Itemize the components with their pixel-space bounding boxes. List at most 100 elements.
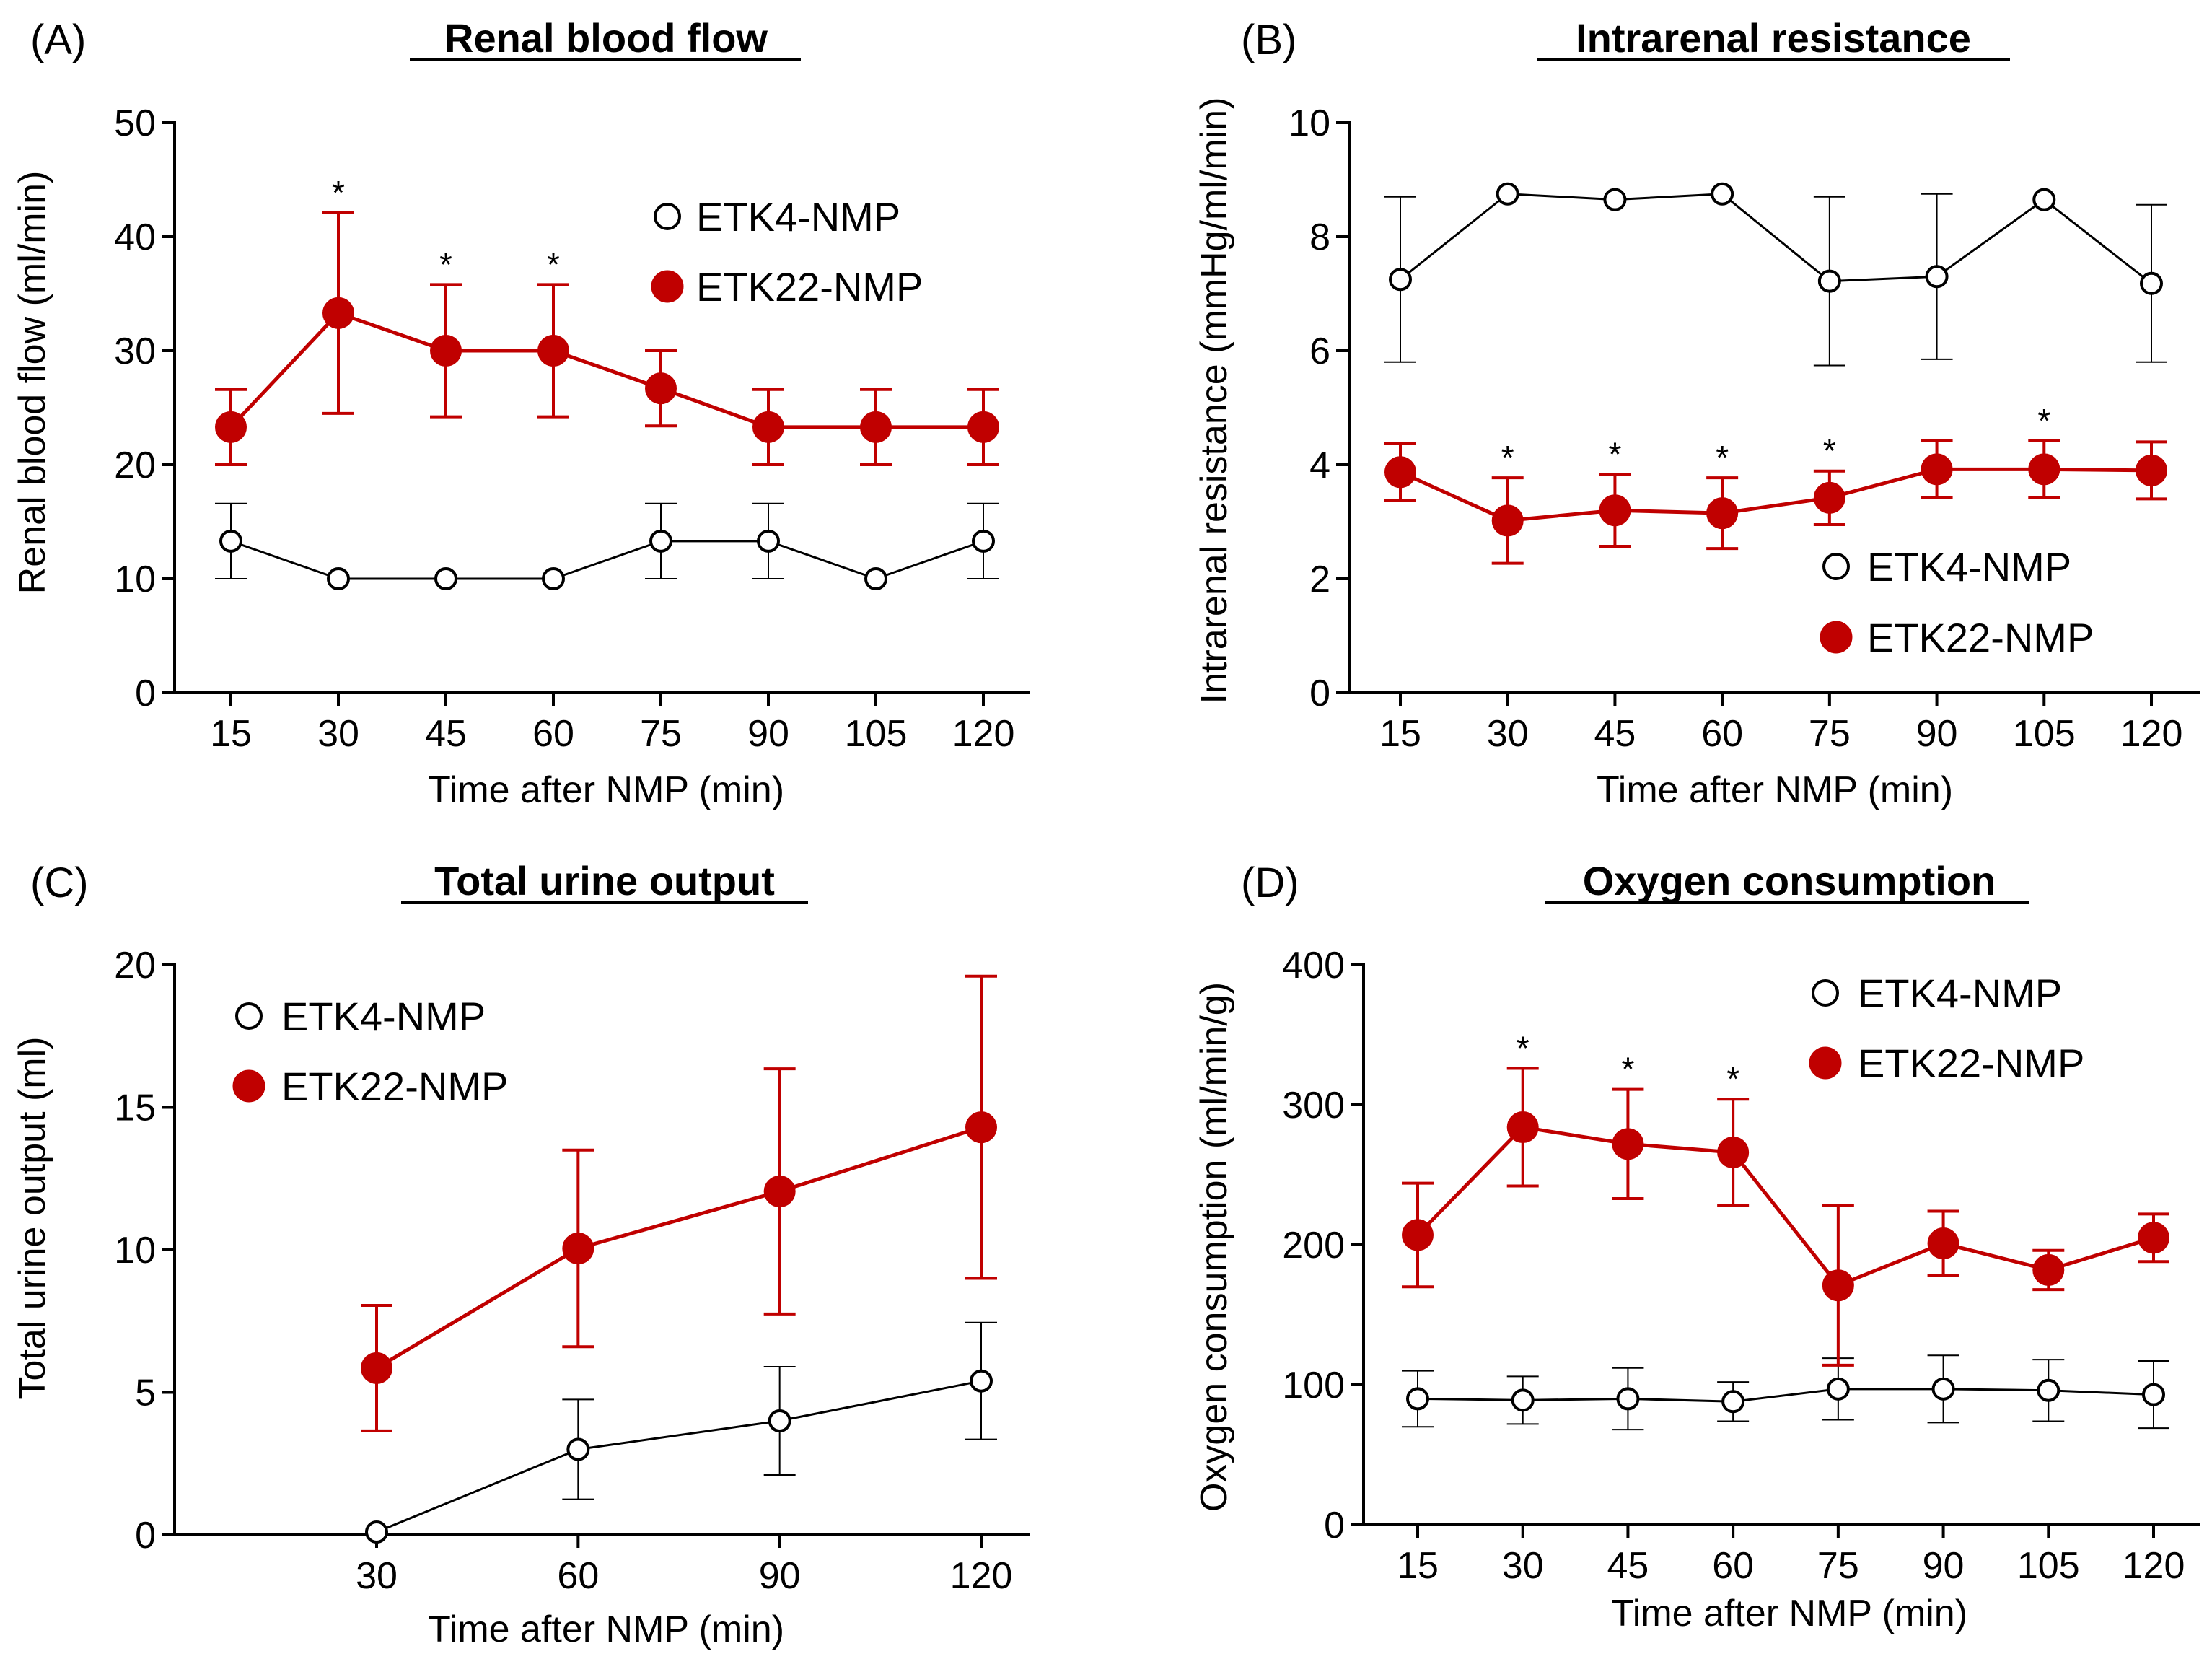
x-tick-label: 60 [1712, 1545, 1754, 1587]
x-tick-label: 120 [2120, 713, 2183, 755]
legend: ETK4-NMP ETK22-NMP [651, 194, 923, 310]
axes: 0 5 10 15 20 30 60 90 120 [114, 945, 1030, 1597]
x-tick-label: 30 [317, 713, 359, 755]
y-tick-label: 10 [114, 1230, 156, 1271]
legend-label-etk22: ETK22-NMP [1867, 615, 2094, 660]
series-etk22 [1402, 1067, 2169, 1367]
x-tick-label: 75 [1817, 1545, 1859, 1587]
y-axis-label: Renal blood flow (ml/min) [12, 171, 53, 595]
x-tick-label: 105 [845, 713, 908, 755]
data-point [1491, 504, 1524, 537]
x-tick-label: 105 [2017, 1545, 2080, 1587]
data-point [1931, 1377, 1955, 1401]
data-point [537, 335, 569, 367]
data-point [972, 529, 995, 553]
series-line [376, 1380, 982, 1533]
data-point [1599, 494, 1631, 527]
significance-marker: * [1621, 1051, 1634, 1088]
x-tick-label: 120 [950, 1555, 1013, 1597]
panel-label: (D) [1241, 859, 1299, 906]
data-point [1616, 1387, 1640, 1411]
data-point [763, 1176, 796, 1208]
data-point [965, 1111, 997, 1144]
data-point [2032, 1253, 2065, 1286]
x-tick-label: 45 [1594, 713, 1636, 755]
y-tick-label: 0 [135, 673, 156, 714]
data-point [1822, 1269, 1854, 1302]
series-etk4 [365, 1321, 997, 1544]
data-layer [361, 974, 997, 1544]
data-point [1813, 481, 1845, 514]
data-point [430, 335, 462, 367]
y-tick-label: 40 [114, 216, 156, 258]
data-point [1925, 265, 1949, 289]
data-point [322, 297, 354, 329]
x-tick-label: 105 [2013, 713, 2076, 755]
x-tick-label: 30 [1502, 1545, 1544, 1587]
data-point [864, 567, 887, 590]
data-point [768, 1409, 791, 1432]
x-axis-label: Time after NMP (min) [428, 1608, 784, 1650]
x-tick-label: 120 [952, 713, 1015, 755]
y-tick-label: 0 [1309, 673, 1330, 714]
legend: ETK4-NMP ETK22-NMP [232, 994, 508, 1109]
x-tick-label: 120 [2123, 1545, 2185, 1587]
legend-marker-etk4 [654, 203, 681, 230]
series-etk22 [361, 974, 997, 1432]
data-point [542, 567, 565, 590]
y-tick-label: 4 [1309, 445, 1330, 486]
legend-marker-etk4 [235, 1002, 263, 1030]
legend: ETK4-NMP ETK22-NMP [1820, 544, 2094, 660]
significance-marker: * [1726, 1060, 1739, 1098]
y-tick-label: 0 [1324, 1505, 1345, 1546]
data-point [2140, 271, 2163, 295]
x-tick-label: 15 [1397, 1545, 1439, 1587]
legend-marker-etk22 [1809, 1046, 1842, 1080]
data-point [2142, 1383, 2165, 1406]
series-line [229, 311, 983, 429]
y-tick-label: 400 [1282, 945, 1345, 986]
data-point [1384, 456, 1416, 489]
y-tick-label: 20 [114, 945, 156, 986]
data-point [365, 1520, 388, 1544]
legend-marker-etk22 [232, 1069, 265, 1103]
y-tick-label: 100 [1282, 1365, 1345, 1406]
y-axis-label: Total urine output (ml) [12, 1037, 53, 1400]
data-point [860, 411, 892, 443]
series-line [1416, 1125, 2154, 1287]
x-tick-label: 60 [532, 713, 574, 755]
significance-marker: * [1517, 1030, 1529, 1067]
data-point [2136, 454, 2167, 486]
data-point [2032, 188, 2056, 211]
legend: ETK4-NMP ETK22-NMP [1809, 971, 2084, 1086]
x-axis-label: Time after NMP (min) [1611, 1593, 1967, 1634]
data-point [2028, 453, 2060, 486]
x-tick-label: 90 [759, 1555, 801, 1597]
data-point [757, 529, 780, 553]
data-point [1496, 182, 1519, 206]
y-tick-label: 200 [1282, 1225, 1345, 1266]
y-tick-label: 300 [1282, 1085, 1345, 1126]
series-etk4 [215, 502, 999, 590]
y-tick-label: 2 [1309, 559, 1330, 600]
data-point [1927, 1227, 1959, 1260]
panel-c: (C) Total urine output Total urine outpu… [12, 858, 1030, 1650]
y-tick-label: 5 [135, 1373, 156, 1414]
data-layer: * * * [1402, 1030, 2169, 1431]
data-point [361, 1352, 392, 1384]
y-tick-label: 10 [114, 559, 156, 600]
data-point [1721, 1390, 1745, 1414]
legend-label-etk4: ETK4-NMP [281, 994, 486, 1039]
panel-title: Intrarenal resistance [1576, 15, 1971, 61]
y-tick-label: 50 [114, 102, 156, 144]
series-etk4 [1384, 182, 2167, 367]
legend-marker-etk4 [1822, 553, 1850, 580]
data-point [1817, 269, 1841, 293]
data-point [1402, 1219, 1434, 1251]
data-point [215, 411, 247, 443]
data-point [1406, 1387, 1429, 1411]
panel-title: Total urine output [434, 858, 775, 903]
data-point [1717, 1136, 1750, 1168]
y-axis-label: Intrarenal resistance (mmHg/ml/min) [1193, 97, 1235, 704]
data-layer: * * * * * [1384, 182, 2167, 565]
